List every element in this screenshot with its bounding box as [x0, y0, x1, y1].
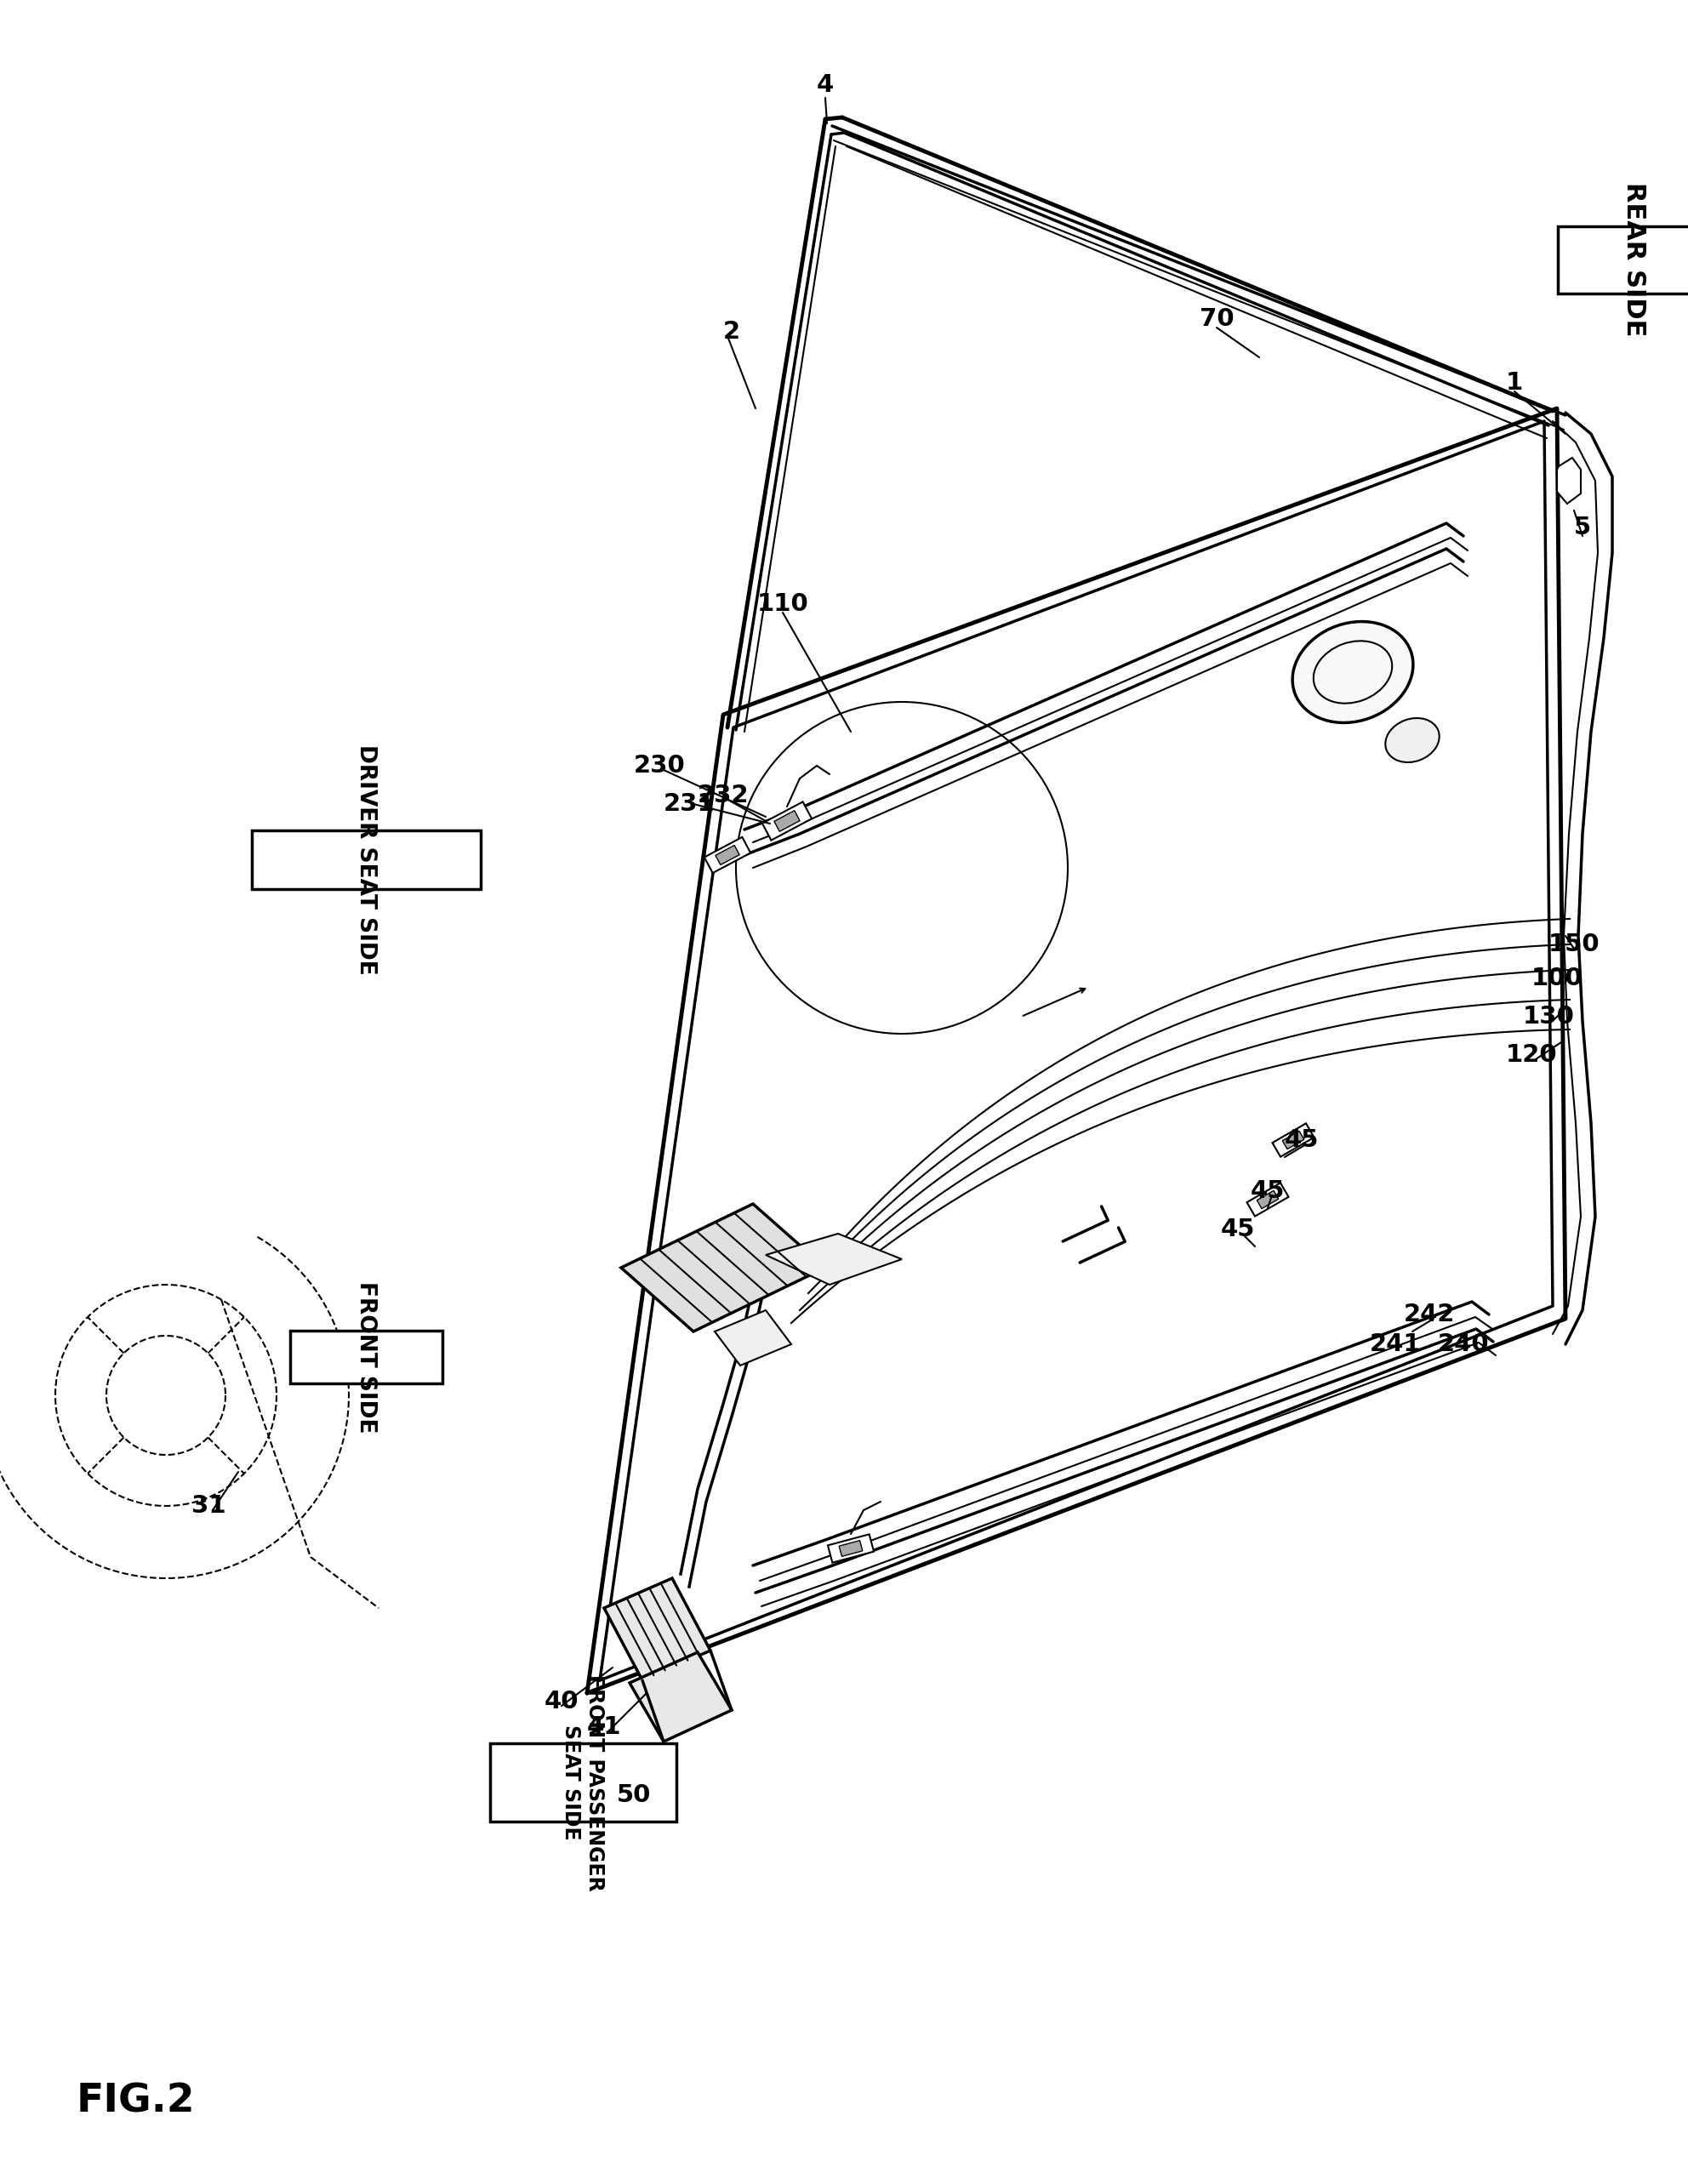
FancyBboxPatch shape — [1558, 225, 1688, 293]
Text: 41: 41 — [587, 1714, 621, 1738]
Text: FRONT PASSENGER
SEAT SIDE: FRONT PASSENGER SEAT SIDE — [560, 1675, 604, 1891]
Text: 232: 232 — [697, 784, 749, 808]
Text: 1: 1 — [1506, 371, 1523, 395]
Text: 70: 70 — [1200, 308, 1234, 332]
Text: 231: 231 — [663, 793, 716, 817]
Polygon shape — [766, 1234, 901, 1284]
Ellipse shape — [1386, 719, 1440, 762]
Ellipse shape — [1293, 622, 1413, 723]
FancyBboxPatch shape — [490, 1743, 675, 1821]
Polygon shape — [839, 1540, 863, 1557]
Polygon shape — [763, 802, 812, 841]
Polygon shape — [1247, 1184, 1288, 1216]
Text: 242: 242 — [1404, 1302, 1455, 1326]
Text: 241: 241 — [1369, 1332, 1421, 1356]
Text: 110: 110 — [756, 592, 809, 616]
Text: 45: 45 — [1251, 1179, 1285, 1203]
Text: FIG.2: FIG.2 — [76, 2081, 196, 2121]
Polygon shape — [716, 845, 739, 865]
Text: REAR SIDE: REAR SIDE — [1620, 181, 1646, 336]
Polygon shape — [775, 810, 800, 832]
Text: 240: 240 — [1438, 1332, 1489, 1356]
Text: 150: 150 — [1548, 933, 1600, 957]
Text: 120: 120 — [1506, 1044, 1558, 1068]
Polygon shape — [1556, 459, 1580, 505]
Polygon shape — [630, 1653, 731, 1741]
Text: 40: 40 — [544, 1690, 579, 1714]
Polygon shape — [1283, 1131, 1305, 1149]
Polygon shape — [714, 1310, 792, 1365]
Text: 100: 100 — [1531, 968, 1583, 989]
Text: 31: 31 — [191, 1494, 226, 1518]
Text: 2: 2 — [722, 319, 741, 343]
Text: 4: 4 — [817, 74, 834, 96]
Polygon shape — [1273, 1123, 1313, 1158]
Polygon shape — [827, 1535, 874, 1562]
Polygon shape — [604, 1579, 711, 1679]
FancyBboxPatch shape — [252, 830, 481, 889]
Polygon shape — [621, 1203, 825, 1332]
FancyBboxPatch shape — [290, 1330, 442, 1382]
Text: 5: 5 — [1573, 515, 1592, 539]
Text: 50: 50 — [616, 1784, 652, 1806]
Polygon shape — [1258, 1190, 1278, 1208]
Polygon shape — [704, 836, 751, 874]
Text: DRIVER SEAT SIDE: DRIVER SEAT SIDE — [354, 745, 376, 974]
Text: 45: 45 — [1285, 1129, 1318, 1151]
Text: 130: 130 — [1523, 1005, 1575, 1029]
Text: 230: 230 — [633, 753, 685, 778]
Text: FRONT SIDE: FRONT SIDE — [354, 1282, 376, 1433]
Text: 45: 45 — [1220, 1216, 1256, 1241]
